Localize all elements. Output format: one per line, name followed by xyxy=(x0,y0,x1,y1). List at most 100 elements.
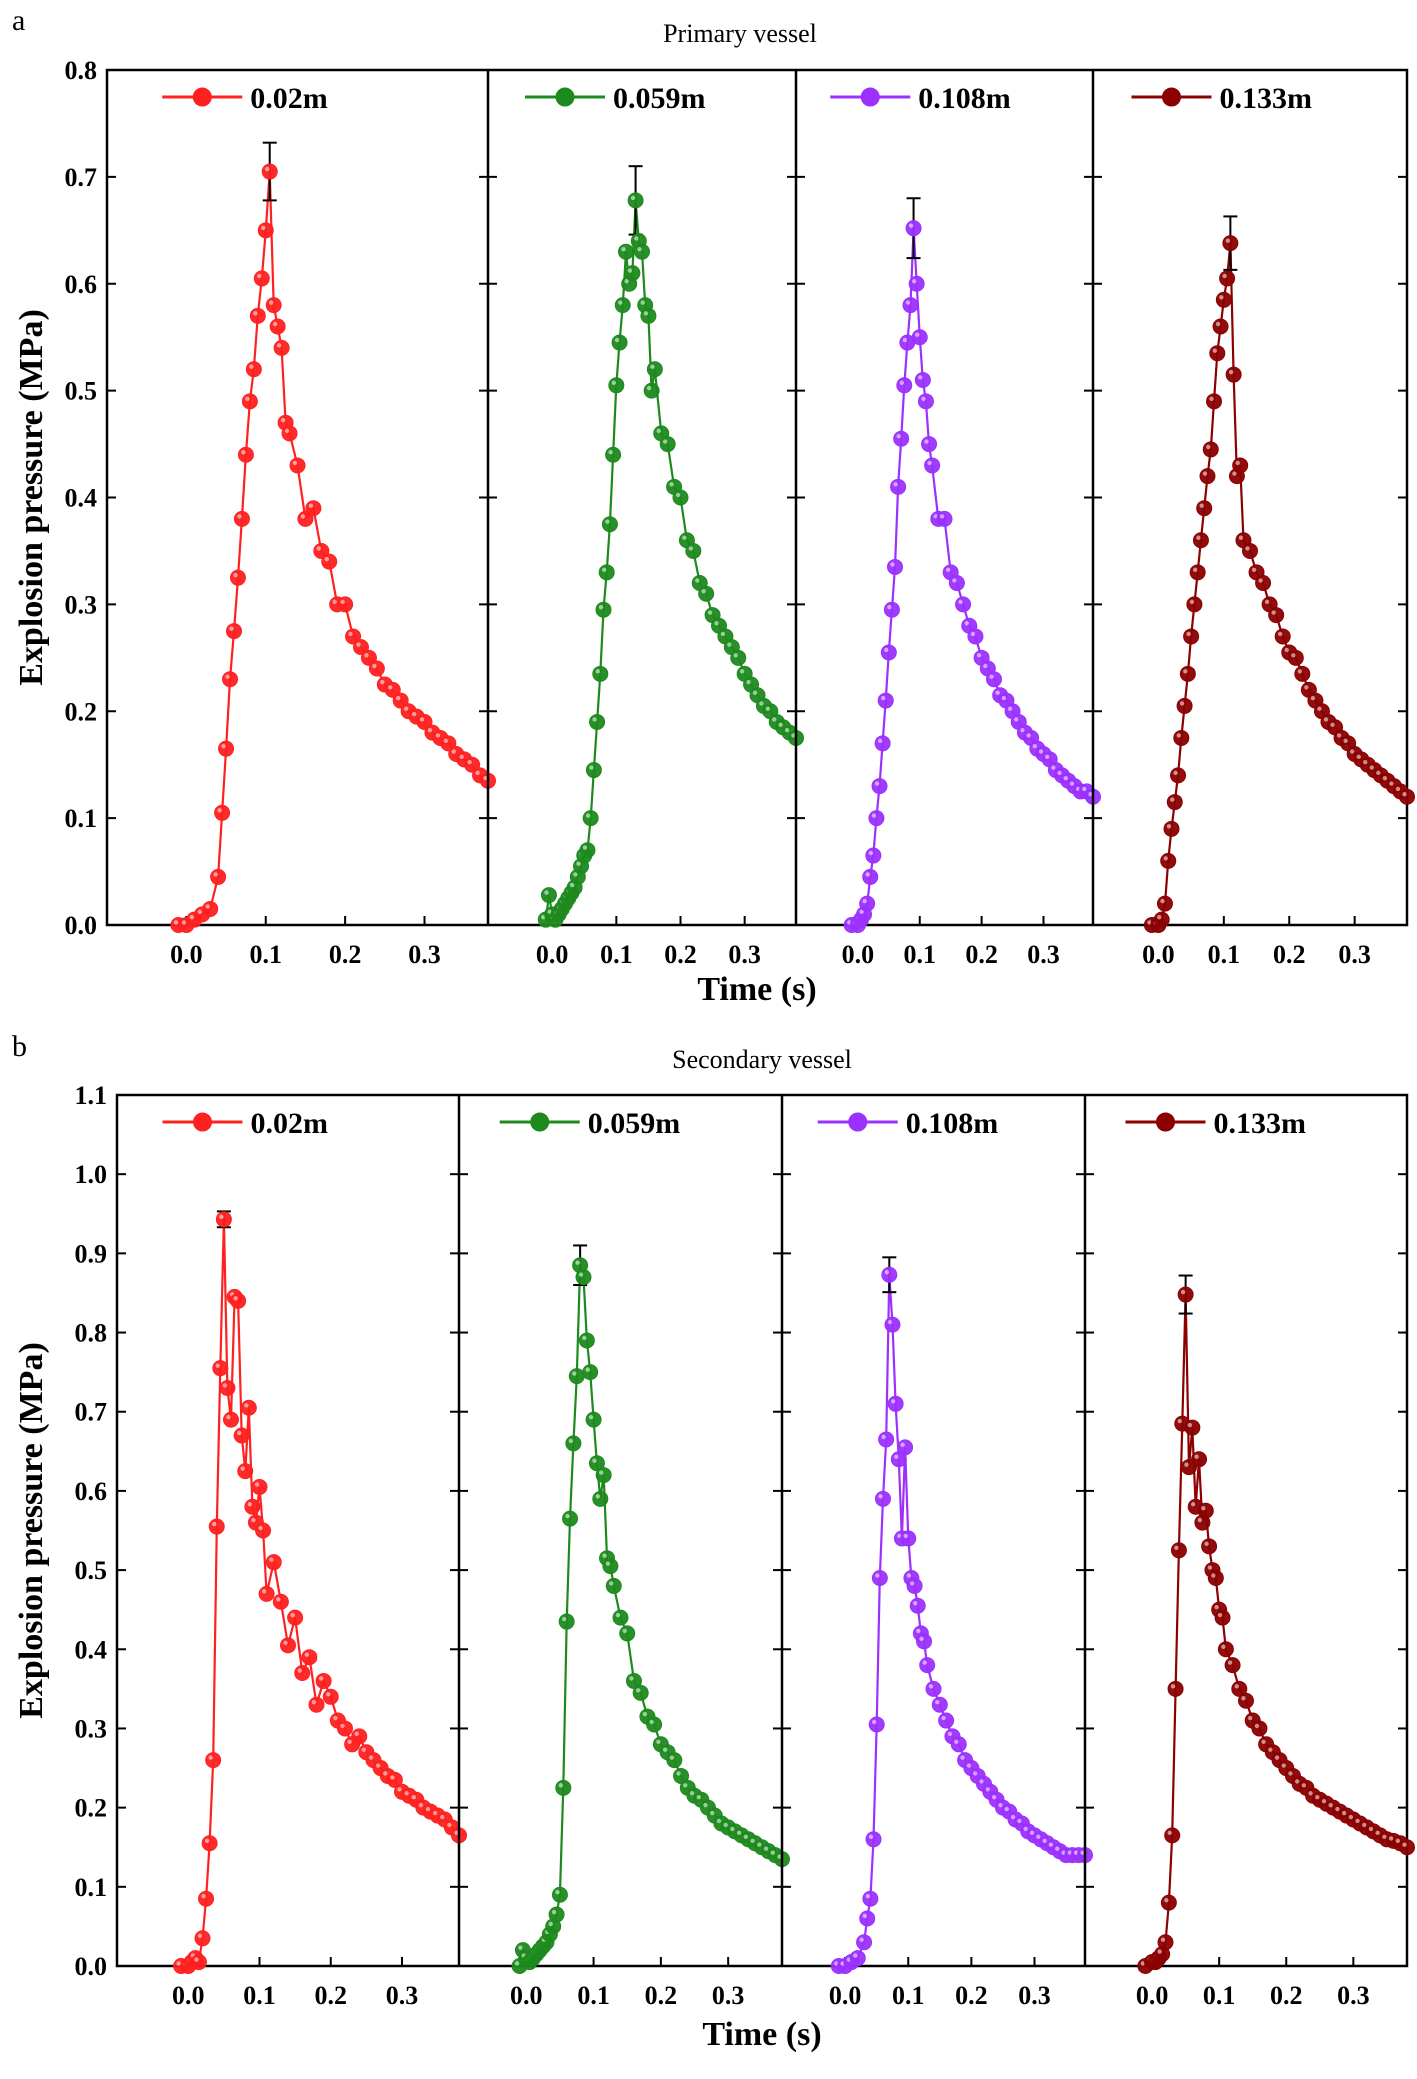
x-tick-label: 0.1 xyxy=(600,940,633,969)
x-tick-label: 0.3 xyxy=(408,940,441,969)
data-point-highlight xyxy=(1206,444,1211,450)
data-point-highlight xyxy=(746,679,751,685)
data-point xyxy=(1160,1894,1177,1911)
data-point xyxy=(215,1211,232,1228)
data-point-highlight xyxy=(253,311,258,316)
data-point-highlight xyxy=(447,1822,452,1828)
data-point-highlight xyxy=(201,1893,206,1899)
data-point-highlight xyxy=(918,375,923,380)
data-point xyxy=(294,1665,311,1682)
data-point-highlight xyxy=(403,706,409,711)
data-point-highlight xyxy=(1304,685,1309,690)
data-point xyxy=(229,569,246,586)
x-tick-label: 0.0 xyxy=(1136,1981,1169,2010)
data-point-highlight xyxy=(739,669,745,674)
data-point-highlight xyxy=(1004,1806,1009,1812)
data-point-highlight xyxy=(1184,1462,1189,1467)
data-point-highlight xyxy=(881,1434,886,1440)
x-tick-label: 0.1 xyxy=(904,940,937,969)
data-point xyxy=(208,1518,225,1535)
data-point-highlight xyxy=(176,1961,181,1966)
legend-label: 0.059m xyxy=(613,82,706,115)
data-point-highlight xyxy=(1204,1541,1209,1547)
data-point-highlight xyxy=(1323,717,1329,722)
data-point xyxy=(212,1360,229,1377)
x-tick-label: 0.2 xyxy=(1270,1981,1303,2010)
data-point-highlight xyxy=(1215,321,1221,327)
data-point-highlight xyxy=(1382,1834,1387,1840)
x-tick-label: 0.2 xyxy=(965,940,998,969)
legend-marker xyxy=(1156,1112,1175,1132)
data-point-highlight xyxy=(913,1601,918,1606)
y-tick-label: 0.9 xyxy=(75,1239,108,1268)
data-point-highlight xyxy=(640,300,645,305)
y-tick-label: 0.8 xyxy=(75,1319,108,1348)
data-point-highlight xyxy=(884,1270,890,1275)
data-point xyxy=(598,564,615,581)
data-point-highlight xyxy=(233,1296,238,1301)
data-point-highlight xyxy=(1176,733,1182,738)
data-point xyxy=(905,220,922,237)
data-point-highlight xyxy=(395,695,401,701)
data-point xyxy=(612,1609,629,1626)
data-point xyxy=(257,222,274,239)
data-point-highlight xyxy=(989,674,994,679)
data-point xyxy=(368,660,385,677)
data-point-highlight xyxy=(454,1830,459,1836)
subpanel-0.059m: 0.0 0.1 0.2 0.3 0.059m xyxy=(457,1094,790,2010)
data-point-highlight xyxy=(752,690,758,695)
data-point-highlight xyxy=(1343,738,1348,744)
data-point xyxy=(251,1478,268,1495)
data-point-highlight xyxy=(1310,695,1316,701)
data-point xyxy=(893,430,910,447)
data-point-highlight xyxy=(258,1525,263,1531)
data-point-highlight xyxy=(906,1573,912,1578)
data-point-highlight xyxy=(784,727,790,733)
data-point-highlight xyxy=(688,546,694,551)
data-point-highlight xyxy=(212,1521,217,1527)
data-point xyxy=(249,307,266,324)
y-tick-label: 0.1 xyxy=(75,1873,108,1902)
data-point xyxy=(214,804,231,821)
data-point-highlight xyxy=(884,647,889,653)
data-point xyxy=(1177,1286,1194,1303)
data-point-highlight xyxy=(595,669,600,674)
data-point xyxy=(1164,1827,1181,1844)
data-point xyxy=(233,510,250,527)
data-point-highlight xyxy=(221,743,226,749)
legend-label: 0.133m xyxy=(1214,1107,1307,1140)
x-tick-label: 0.2 xyxy=(645,1981,678,2010)
data-point-highlight xyxy=(778,722,783,727)
data-point-highlight xyxy=(605,1561,611,1566)
y-tick-label: 0.4 xyxy=(75,1635,108,1664)
x-tick-label: 0.3 xyxy=(1338,940,1371,969)
data-point xyxy=(190,1954,207,1971)
data-point xyxy=(916,1633,933,1650)
y-tick-label: 0.1 xyxy=(65,804,98,833)
data-point-highlight xyxy=(1023,1826,1028,1832)
data-point-highlight xyxy=(388,685,393,690)
data-point xyxy=(887,558,903,575)
data-point-highlight xyxy=(551,1909,557,1915)
data-point-highlight xyxy=(459,754,464,760)
data-point-highlight xyxy=(380,679,385,685)
data-point-highlight xyxy=(1190,1502,1196,1507)
data-point-highlight xyxy=(772,717,777,722)
data-point xyxy=(967,628,984,645)
data-point-highlight xyxy=(868,1834,874,1840)
data-point-highlight xyxy=(1271,610,1276,615)
data-point xyxy=(305,500,322,517)
data-point-highlight xyxy=(375,1763,381,1768)
data-point xyxy=(1186,596,1203,613)
data-point xyxy=(1160,852,1177,869)
data-point-highlight xyxy=(1225,238,1231,243)
data-point-highlight xyxy=(1251,567,1257,573)
data-point-highlight xyxy=(618,300,623,305)
data-point-highlight xyxy=(598,605,604,610)
data-point-highlight xyxy=(915,332,920,337)
data-point-highlight xyxy=(576,861,581,866)
data-point-highlight xyxy=(1057,770,1062,776)
data-point-highlight xyxy=(240,1466,245,1471)
data-point-highlight xyxy=(229,626,234,631)
data-point-highlight xyxy=(675,492,681,498)
